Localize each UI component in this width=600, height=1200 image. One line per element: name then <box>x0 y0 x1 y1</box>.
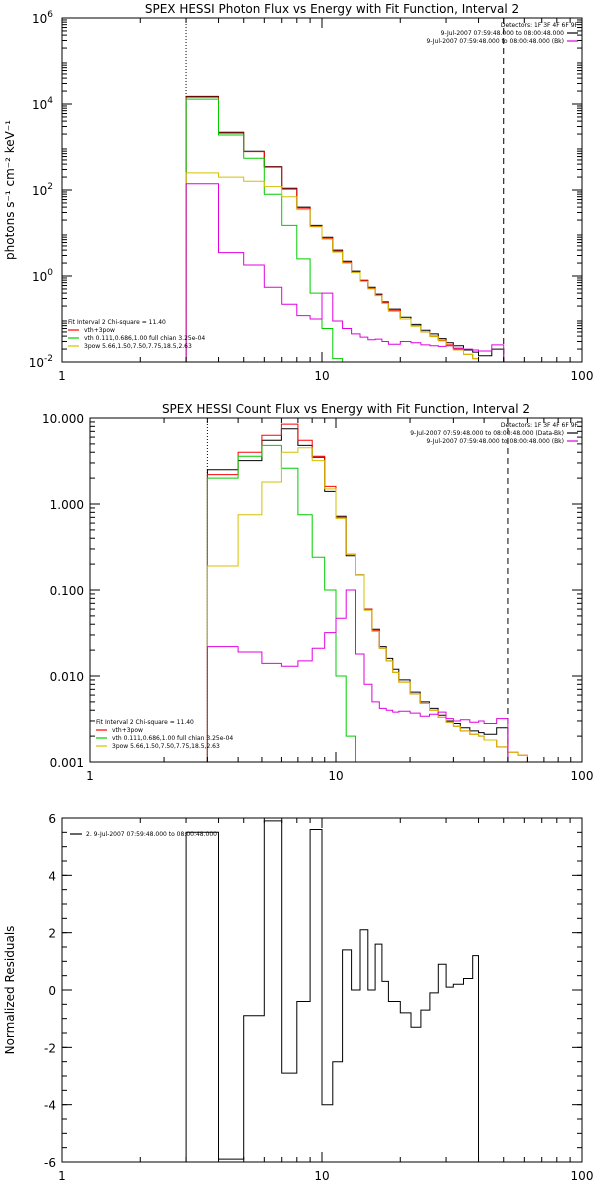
fit-legend-entry: vth+3pow <box>84 327 115 334</box>
fit-legend-entry: vth+3pow <box>112 727 143 734</box>
fit-legend-entry: vth 0.111,0.686,1.00 full chian 3.25e-04 <box>84 335 205 342</box>
y-tick-label: 102 <box>32 182 53 198</box>
y-tick-label: 2 <box>48 927 56 941</box>
y-tick-label: 0 <box>48 984 56 998</box>
legend-header: Detectors: 1F 3F 4F 6F 9F <box>501 422 579 429</box>
x-tick-label: 1 <box>86 769 94 783</box>
legend-entry: 9-Jul-2007 07:59:48.000 to 08:00:48.000 … <box>410 430 564 437</box>
fit-legend-entry: 3pow 5.66,1.50,7.50,7.75,18.5,2.63 <box>112 743 220 750</box>
y-tick-label: 0.100 <box>50 584 84 598</box>
y-tick-label: 0.010 <box>50 670 84 684</box>
series-line-1 <box>206 423 528 762</box>
y-tick-label: 10.000 <box>42 412 84 426</box>
y-tick-label: 6 <box>48 812 56 826</box>
residual-legend-entry: 2. 9-Jul-2007 07:59:48.000 to 08:00:48.0… <box>86 831 217 838</box>
legend-entry: 9-Jul-2007 07:59:48.000 to 08:00:48.000 … <box>426 38 564 45</box>
series-line-0 <box>206 428 509 762</box>
photon-panel: SPEX HESSI Photon Flux vs Energy with Fi… <box>3 2 593 383</box>
y-tick-label: -4 <box>44 1099 56 1113</box>
fit-legend-header: Fit Interval 2 Chi-square = 11.40 <box>68 319 166 326</box>
legend-header: Detectors: 1F 3F 4F 6F 9F <box>501 22 579 29</box>
y-tick-label: 106 <box>32 10 53 26</box>
x-tick-label: 1 <box>58 1169 66 1183</box>
residuals-panel: 1 10 100 -6 -4 -2 0 2 4 6 Normalized Residuals 2. 9… <box>3 812 593 1183</box>
chart-title: SPEX HESSI Count Flux vs Energy with Fit… <box>162 402 530 416</box>
chart-title: SPEX HESSI Photon Flux vs Energy with Fi… <box>145 2 519 16</box>
series-line-1 <box>185 96 525 362</box>
fit-legend-entry: vth 0.111,0.686,1.00 full chian 3.25e-04 <box>112 735 233 742</box>
series-line-0 <box>185 95 505 362</box>
y-axis-label: photons s⁻¹ cm⁻² keV⁻¹ <box>3 120 17 260</box>
y-tick-label: -6 <box>44 1156 56 1170</box>
series-line-3 <box>185 172 525 362</box>
legend-entry: 9-Jul-2007 07:59:48.000 to 08:00:48.000 … <box>426 438 564 445</box>
y-tick-label: 0.001 <box>50 756 84 770</box>
series-line-4 <box>206 589 509 762</box>
legend-entry: 9-Jul-2007 07:59:48.000 to 08:00:48.000 <box>441 30 565 37</box>
x-tick-label: 1 <box>58 369 66 383</box>
series-group <box>185 820 479 1162</box>
series-line-2 <box>185 98 344 362</box>
series-line-4 <box>185 183 505 362</box>
fit-legend-header: Fit Interval 2 Chi-square = 11.40 <box>96 719 194 726</box>
x-tick-label: 100 <box>571 369 594 383</box>
count-panel: SPEX HESSI Count Flux vs Energy with Fit… <box>42 402 593 783</box>
series-group <box>185 95 525 362</box>
y-tick-label: -2 <box>44 1041 56 1055</box>
y-tick-label: 4 <box>48 869 56 883</box>
y-tick-label: 10-2 <box>29 354 53 370</box>
y-tick-label: 104 <box>32 96 53 112</box>
series-line-3 <box>206 447 528 762</box>
x-tick-label: 100 <box>571 769 594 783</box>
series-line-2 <box>206 444 356 762</box>
series-line-0 <box>185 820 479 1162</box>
series-group <box>206 423 528 762</box>
y-tick-label: 100 <box>32 268 53 284</box>
y-axis-label: Normalized Residuals <box>3 926 17 1055</box>
x-tick-label: 10 <box>314 1169 329 1183</box>
fit-legend-entry: 3pow 5.66,1.50,7.50,7.75,18.5,2.63 <box>84 343 192 350</box>
x-tick-label: 10 <box>328 769 343 783</box>
x-tick-label: 10 <box>314 369 329 383</box>
y-tick-label: 1.000 <box>50 498 84 512</box>
x-tick-label: 100 <box>571 1169 594 1183</box>
